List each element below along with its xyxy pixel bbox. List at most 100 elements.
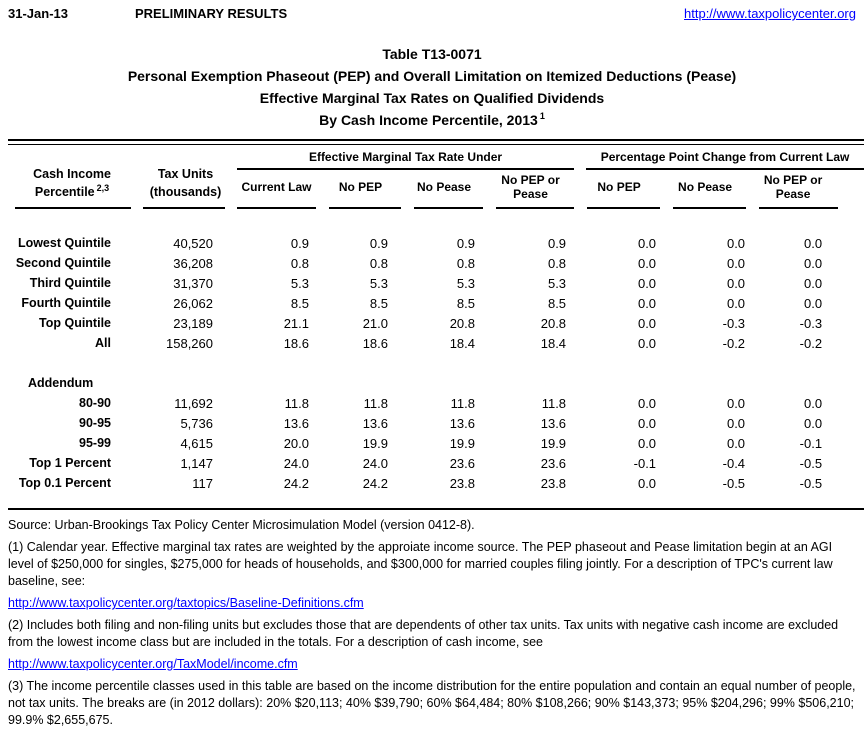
cell-chg-no-pep: -0.1: [633, 455, 657, 471]
table-row-second-quintile: Second Quintile 36,208 0.8 0.8 0.8 0.8 0…: [8, 253, 864, 273]
cell-no-pease: 13.6: [449, 415, 475, 431]
col2-underline: [143, 207, 225, 209]
cell-no-pease: 23.6: [449, 455, 475, 471]
spacer-row: [8, 493, 864, 508]
cell-no-pep-or-pease: 20.8: [540, 315, 567, 331]
col-header-chg-no-pease: No Pease: [662, 170, 748, 209]
cell-no-pease: 23.8: [449, 475, 475, 491]
col-header-no-pep-or-pease: No PEP or Pease: [485, 170, 576, 209]
row-label: 80-90: [79, 396, 111, 410]
row-label: Top Quintile: [39, 316, 111, 330]
row-label: Top 1 Percent: [29, 456, 111, 470]
cell-no-pease: 0.9: [456, 235, 475, 251]
header-group-row: Cash Income Percentile 2,3 Tax Units (tho…: [8, 145, 864, 209]
cell-tax-units: 117: [192, 475, 213, 491]
header-sub-row: Current Law No PEP No Pease No PEP or Pe…: [8, 170, 864, 209]
row-label: Lowest Quintile: [17, 236, 111, 250]
cell-chg-no-pease: -0.5: [722, 475, 746, 491]
title-block: Table T13-0071 Personal Exemption Phaseo…: [8, 43, 856, 131]
table-title-line4: By Cash Income Percentile, 2013 1: [319, 111, 545, 128]
cell-chg-no-pease: 0.0: [726, 395, 746, 411]
table-row-90-95: 90-95 5,736 13.6 13.6 13.6 13.6 0.0 0.0 …: [8, 413, 864, 433]
table-bottom-rule: [8, 508, 864, 510]
data-table-section: Cash Income Percentile 2,3 Tax Units (tho…: [8, 139, 864, 510]
footnote-1: (1) Calendar year. Effective marginal ta…: [8, 540, 833, 588]
row-label: All: [95, 336, 111, 350]
spacer-row: [8, 353, 864, 373]
cell-no-pep: 21.0: [362, 315, 388, 331]
cell-no-pep: 24.2: [362, 475, 388, 491]
cell-no-pep-or-pease: 5.3: [547, 275, 567, 291]
row-label: 90-95: [79, 416, 111, 430]
cell-no-pease: 5.3: [456, 275, 475, 291]
table-row-80-90: 80-90 11,692 11.8 11.8 11.8 11.8 0.0 0.0…: [8, 393, 864, 413]
cell-chg-no-pep: 0.0: [637, 435, 657, 451]
col-header-tax-units: Tax Units (thousands): [136, 145, 235, 209]
cell-no-pease: 0.8: [456, 255, 475, 271]
source-note: Source: Urban-Brookings Tax Policy Cente…: [8, 518, 475, 532]
cell-chg-no-pease: 0.0: [726, 415, 746, 431]
row-label: Third Quintile: [29, 276, 111, 290]
addendum-label: Addendum: [28, 376, 94, 390]
cell-no-pep: 18.6: [362, 335, 388, 351]
table-row-fourth-quintile: Fourth Quintile 26,062 8.5 8.5 8.5 8.5 0…: [8, 293, 864, 313]
cell-chg-no-pease: 0.0: [726, 255, 746, 271]
cell-current-law: 24.2: [283, 475, 309, 491]
cell-no-pep: 8.5: [369, 295, 388, 311]
table-row-lowest-quintile: Lowest Quintile 40,520 0.9 0.9 0.9 0.9 0…: [8, 233, 864, 253]
cell-chg-no-pease: -0.2: [722, 335, 746, 351]
row-label: Fourth Quintile: [21, 296, 111, 310]
cell-no-pep-or-pease: 13.6: [540, 415, 567, 431]
cell-no-pep: 0.8: [369, 255, 388, 271]
cell-current-law: 21.1: [283, 315, 309, 331]
cell-no-pep: 13.6: [362, 415, 388, 431]
cell-chg-no-pep: 0.0: [637, 255, 657, 271]
cash-income-link[interactable]: http://www.taxpolicycenter.org/TaxModel/…: [8, 657, 298, 671]
row-label: 95-99: [79, 436, 111, 450]
group-header-effective-marginal-rate: Effective Marginal Tax Rate Under: [235, 145, 576, 170]
table-title-line3: Effective Marginal Tax Rates on Qualifie…: [259, 90, 605, 106]
site-link[interactable]: http://www.taxpolicycenter.org: [684, 6, 856, 21]
cell-tax-units: 36,208: [173, 255, 213, 271]
col8-underline: [673, 207, 747, 209]
spacer-row: [8, 209, 864, 233]
cell-chg-no-pep-or-pease: -0.5: [799, 475, 823, 491]
table-row-top-quintile: Top Quintile 23,189 21.1 21.0 20.8 20.8 …: [8, 313, 864, 333]
cell-no-pep-or-pease: 0.9: [547, 235, 567, 251]
cell-chg-no-pep-or-pease: -0.5: [799, 455, 823, 471]
cell-no-pep: 19.9: [362, 435, 388, 451]
cell-chg-no-pep-or-pease: 0.0: [803, 295, 823, 311]
cell-current-law: 0.8: [290, 255, 309, 271]
cell-current-law: 5.3: [290, 275, 309, 291]
table-top-rule: [8, 139, 864, 145]
table-row-third-quintile: Third Quintile 31,370 5.3 5.3 5.3 5.3 0.…: [8, 273, 864, 293]
cell-current-law: 13.6: [283, 415, 309, 431]
col4-underline: [329, 207, 401, 209]
cell-no-pease: 11.8: [450, 395, 475, 411]
baseline-definitions-link[interactable]: http://www.taxpolicycenter.org/taxtopics…: [8, 596, 364, 610]
cell-tax-units: 40,520: [173, 235, 213, 251]
col9-underline: [759, 207, 839, 209]
data-table: Cash Income Percentile 2,3 Tax Units (tho…: [8, 145, 864, 508]
footnote-3: (3) The income percentile classes used i…: [8, 679, 856, 727]
cell-current-law: 11.8: [284, 395, 309, 411]
cell-no-pease: 19.9: [449, 435, 475, 451]
cell-chg-no-pease: 0.0: [726, 275, 746, 291]
cell-no-pep-or-pease: 23.6: [540, 455, 567, 471]
cell-chg-no-pep-or-pease: 0.0: [803, 255, 823, 271]
cell-chg-no-pep-or-pease: -0.3: [799, 315, 823, 331]
cell-tax-units: 5,736: [180, 415, 213, 431]
cell-no-pep: 24.0: [362, 455, 388, 471]
top-bar: 31-Jan-13 PRELIMINARY RESULTS http://www…: [8, 6, 856, 23]
cell-chg-no-pep-or-pease: 0.0: [803, 415, 823, 431]
footnote-2: (2) Includes both filing and non-filing …: [8, 618, 839, 649]
cell-chg-no-pep: 0.0: [637, 235, 657, 251]
cell-no-pep-or-pease: 8.5: [547, 295, 567, 311]
cell-chg-no-pep-or-pease: 0.0: [803, 275, 823, 291]
col-header-chg-no-pep: No PEP: [576, 170, 662, 209]
cell-no-pep: 5.3: [369, 275, 388, 291]
col-header-no-pep: No PEP: [318, 170, 403, 209]
cell-tax-units: 1,147: [180, 455, 213, 471]
table-number-title: Table T13-0071: [382, 46, 482, 62]
